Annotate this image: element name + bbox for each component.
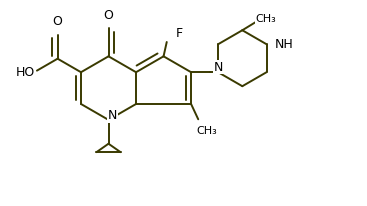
Text: O: O bbox=[103, 9, 113, 22]
Text: F: F bbox=[176, 27, 183, 40]
Text: NH: NH bbox=[275, 38, 294, 51]
Text: N: N bbox=[214, 61, 223, 74]
Text: CH₃: CH₃ bbox=[197, 126, 218, 136]
Text: CH₃: CH₃ bbox=[255, 14, 276, 24]
Text: O: O bbox=[52, 15, 62, 28]
Text: N: N bbox=[108, 109, 117, 122]
Text: HO: HO bbox=[15, 66, 34, 79]
